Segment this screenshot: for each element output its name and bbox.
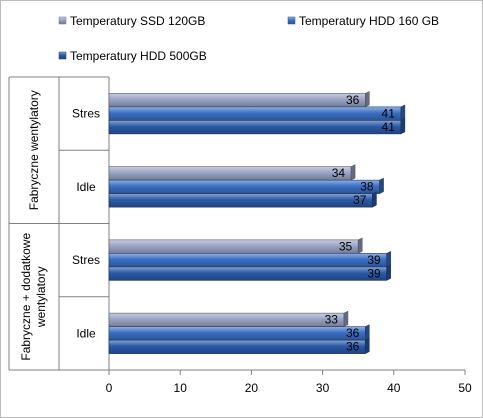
- bar: [108, 339, 366, 354]
- data-label: 38: [360, 180, 374, 194]
- data-label: 35: [339, 239, 353, 253]
- legend-label: Temperatury SSD 120GB: [70, 14, 205, 28]
- x-tick-label: 50: [458, 381, 472, 395]
- bar-side: [400, 104, 406, 121]
- bar-side: [386, 264, 391, 281]
- bar-side: [365, 337, 370, 355]
- bar-side: [400, 117, 406, 135]
- bar-side: [379, 177, 384, 195]
- data-label: 41: [382, 106, 396, 120]
- bar: [108, 239, 359, 254]
- data-label: 33: [325, 313, 339, 327]
- category-label: Stres: [72, 107, 100, 121]
- data-label: 37: [353, 193, 367, 207]
- legend-swatch: [58, 16, 67, 25]
- group-label: Fabryczne + dodatkowewentylatory: [19, 233, 48, 361]
- bar: [108, 326, 366, 341]
- x-tick-label: 20: [245, 381, 259, 395]
- x-tick-label: 10: [174, 381, 188, 395]
- bar-side: [357, 237, 363, 254]
- data-label: 39: [367, 253, 381, 267]
- data-label: 36: [346, 340, 360, 354]
- data-label: 36: [346, 93, 360, 107]
- bar: [108, 266, 387, 281]
- x-tick-label: 0: [106, 381, 113, 395]
- bar-side: [350, 164, 356, 181]
- bar: [108, 193, 373, 208]
- legend-label: Temperatury HDD 160 GB: [299, 14, 439, 28]
- category-label: Stres: [72, 253, 100, 267]
- category-label: Idle: [76, 326, 96, 340]
- bar: [108, 312, 345, 327]
- bar-side: [365, 90, 370, 108]
- bar: [108, 106, 402, 121]
- bar: [108, 120, 402, 135]
- bar: [108, 166, 352, 181]
- category-label: Idle: [76, 180, 96, 194]
- x-tick-label: 40: [387, 381, 401, 395]
- data-label: 39: [367, 266, 381, 280]
- data-label: 34: [332, 166, 346, 180]
- group-label: Fabryczne wentylatory: [27, 90, 41, 210]
- bar-side: [365, 324, 370, 341]
- data-label: 41: [382, 120, 396, 134]
- x-tick-label: 30: [316, 381, 330, 395]
- bar-side: [343, 310, 349, 328]
- legend-label: Temperatury HDD 500GB: [70, 49, 207, 63]
- group-label-line: Fabryczne + dodatkowe: [19, 233, 33, 361]
- bar-side: [372, 191, 377, 208]
- legend-swatch: [287, 16, 296, 25]
- group-label-line: wentylatory: [34, 266, 48, 328]
- legend-swatch: [58, 51, 67, 60]
- bar-side: [386, 250, 391, 268]
- bar: [108, 93, 366, 108]
- data-label: 36: [346, 326, 360, 340]
- bar: [108, 179, 380, 194]
- bar: [108, 253, 387, 268]
